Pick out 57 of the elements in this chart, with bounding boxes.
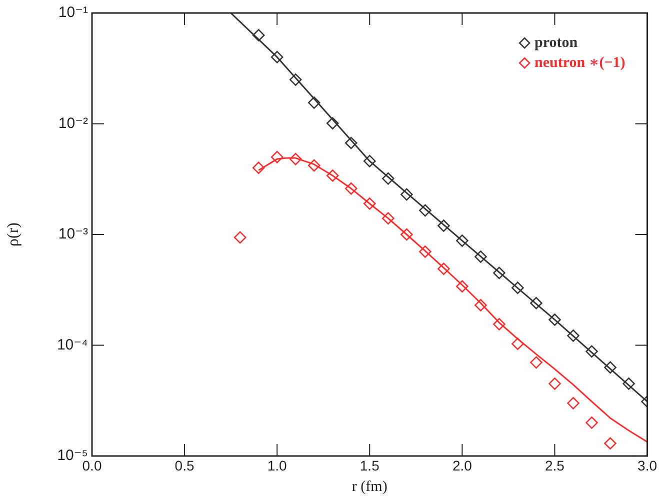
point [474, 299, 487, 312]
point [419, 246, 432, 258]
point [252, 162, 265, 174]
point [512, 282, 524, 294]
point [567, 397, 580, 410]
x-tick-label: 0.5 [174, 457, 194, 474]
point [474, 250, 487, 263]
point [270, 150, 284, 164]
point [493, 266, 506, 280]
point [308, 159, 320, 172]
point [326, 117, 339, 130]
point [289, 152, 302, 166]
point [270, 50, 284, 64]
point [622, 378, 635, 390]
point [530, 356, 542, 369]
point [438, 262, 450, 275]
point [326, 169, 339, 182]
point [567, 330, 580, 342]
x-axis-title: r (fm) [352, 478, 388, 495]
x-tick-label: 3.0 [638, 457, 658, 474]
legend-label: neutron ∗(−1) [534, 54, 626, 71]
point [512, 338, 524, 350]
point [493, 318, 506, 330]
point [400, 188, 413, 201]
x-tick-label: 2.0 [452, 457, 472, 474]
point [456, 234, 468, 247]
point [363, 154, 376, 168]
point [456, 280, 468, 293]
point [438, 220, 450, 232]
y-axis-title: ρ(r) [4, 222, 22, 246]
x-tick-label: 2.5 [544, 457, 565, 474]
point [586, 345, 598, 358]
x-tick-label: 1.0 [267, 457, 288, 474]
point [548, 314, 561, 326]
point [252, 29, 265, 42]
point [419, 204, 432, 217]
point [344, 182, 358, 195]
y-tick-label: 10⁻⁴ [56, 336, 88, 354]
y-tick-label: 10⁻¹ [58, 4, 88, 22]
point [289, 74, 302, 86]
point [234, 231, 246, 244]
point [308, 96, 320, 109]
x-tick-label: 0.0 [82, 457, 102, 474]
point [586, 416, 598, 429]
y-tick-label: 10⁻² [58, 114, 88, 132]
x-tick-label: 1.5 [360, 457, 380, 474]
point [382, 172, 394, 185]
point [344, 136, 358, 150]
point [604, 361, 616, 374]
y-tick-label: 10⁻³ [58, 226, 88, 243]
legend-label: proton [534, 34, 578, 51]
point [400, 228, 413, 241]
point [363, 197, 376, 210]
point [382, 212, 394, 224]
point [530, 296, 542, 310]
point [548, 378, 561, 390]
point [604, 437, 616, 450]
